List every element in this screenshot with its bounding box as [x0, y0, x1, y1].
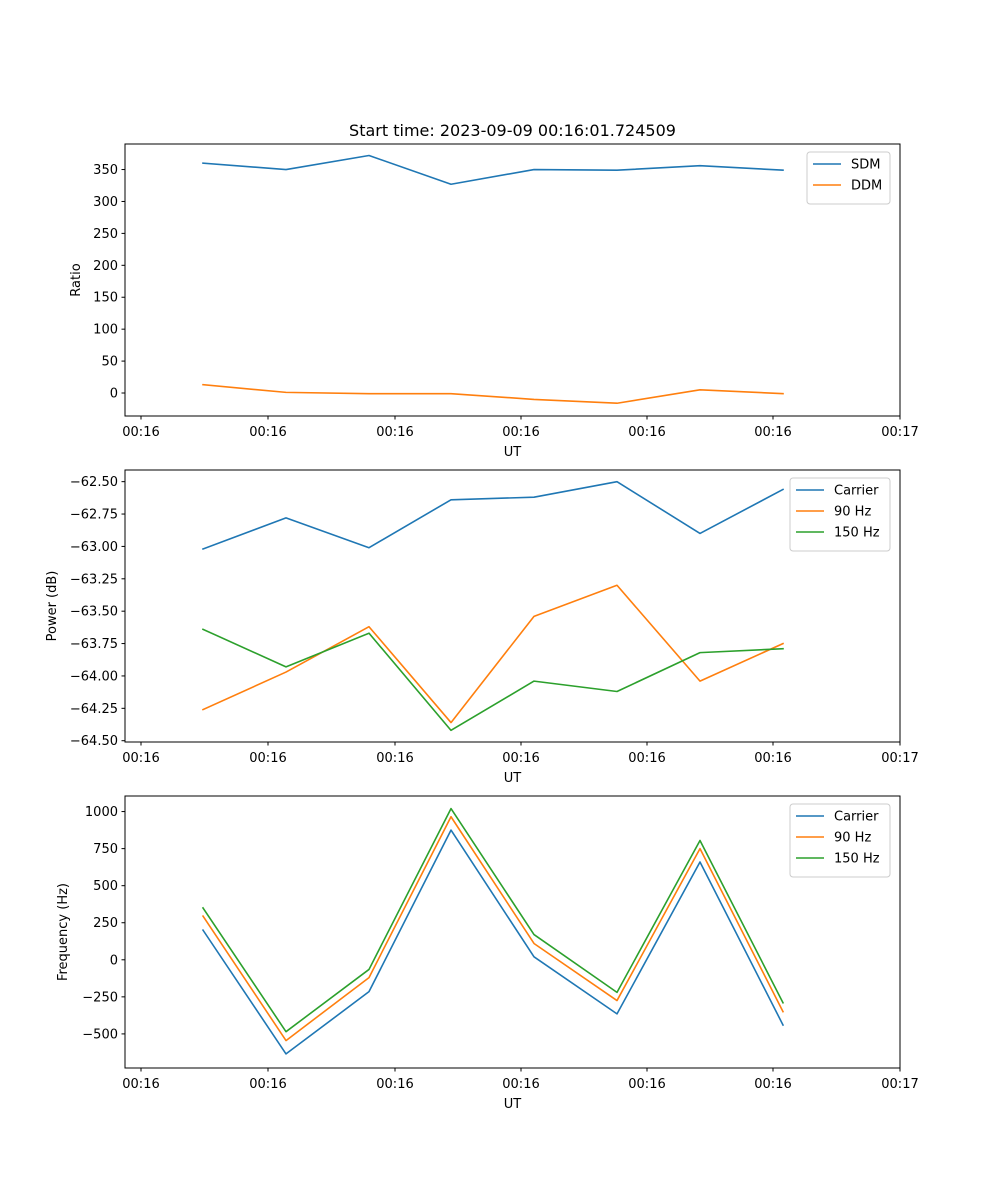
ratio-ytick-label: 100 [93, 323, 118, 338]
power-ytick-label: −64.50 [70, 734, 118, 749]
power-ylabel: Power (dB) [45, 571, 60, 642]
power-legend-label: Carrier [834, 484, 879, 499]
ratio-ytick-label: 50 [101, 355, 118, 370]
ratio-legend [806, 151, 891, 205]
ratio-ytick-label: 300 [93, 195, 118, 210]
frequency-ytick-label: 500 [93, 879, 118, 894]
frequency-xtick-label: 00:16 [122, 1077, 159, 1092]
frequency-ylabel: Frequency (Hz) [56, 883, 71, 981]
power-ytick-label: −62.75 [70, 508, 118, 523]
power-xlabel: UT [504, 771, 522, 786]
ratio-series-sdm [202, 154, 784, 186]
frequency-xtick-label: 00:16 [249, 1077, 286, 1092]
ratio-xtick-label: 00:16 [122, 425, 159, 440]
ratio-ytick-label: 250 [93, 227, 118, 242]
power-ytick-label: −62.50 [70, 475, 118, 490]
frequency-xtick-label: 00:16 [628, 1077, 665, 1092]
ratio-ytick-label: 200 [93, 259, 118, 274]
frequency-xtick-label: 00:16 [376, 1077, 413, 1092]
power-series-150-hz [201, 628, 784, 732]
power-series-90-hz [201, 584, 785, 724]
power-ytick-label: −63.00 [70, 540, 118, 555]
ratio-xtick-label: 00:17 [881, 425, 918, 440]
frequency-xlabel: UT [504, 1097, 522, 1112]
ratio-xtick-label: 00:16 [628, 425, 665, 440]
frequency-ytick-label: 0 [110, 953, 118, 968]
frequency-ytick-label: −250 [82, 990, 118, 1005]
ratio-xtick-label: 00:16 [376, 425, 413, 440]
ratio-xlabel: UT [504, 445, 522, 460]
ratio-ytick-label: 350 [93, 163, 118, 178]
power-ytick-label: −64.25 [70, 702, 118, 717]
ratio-xtick-label: 00:16 [754, 425, 791, 440]
power-ytick-label: −63.25 [70, 572, 118, 587]
ratio-axes-frame [124, 143, 901, 417]
frequency-xtick-label: 00:17 [881, 1077, 918, 1092]
power-ytick-label: −63.50 [70, 605, 118, 620]
power-xtick-label: 00:16 [249, 751, 286, 766]
power-legend-label: 150 Hz [834, 526, 880, 541]
frequency-axes-frame [124, 795, 901, 1069]
frequency-legend-label: Carrier [834, 810, 879, 825]
power-xtick-label: 00:17 [881, 751, 918, 766]
ratio-xtick-label: 00:16 [249, 425, 286, 440]
ratio-ylabel: Ratio [69, 263, 84, 296]
power-xtick-label: 00:16 [754, 751, 791, 766]
frequency-series-90-hz [201, 815, 785, 1042]
power-ytick-label: −64.00 [70, 669, 118, 684]
ratio-panel: 0 50 100 150 200 250 300 350 00:16 00:16 00:16 00:1… [69, 143, 919, 460]
frequency-legend-label: 90 Hz [834, 831, 871, 846]
frequency-xtick-label: 00:16 [502, 1077, 539, 1092]
power-legend-label: 90 Hz [834, 505, 871, 520]
power-panel: −64.50 −64.25 −64.00 −63.75 −63.50 −63.25 −63.… [45, 469, 919, 786]
ratio-legend-label: SDM [851, 158, 880, 173]
power-xtick-label: 00:16 [628, 751, 665, 766]
frequency-legend-label: 150 Hz [834, 852, 880, 867]
power-series-carrier [201, 480, 785, 551]
figure-title: Start time: 2023-09-09 00:16:01.724509 [349, 121, 676, 140]
frequency-series-carrier [201, 829, 785, 1055]
ratio-series-ddm [202, 383, 784, 405]
power-xtick-label: 00:16 [502, 751, 539, 766]
frequency-panel: −500 −250 0 250 500 750 1000 00:16 00:16 00:16 00:… [56, 795, 919, 1112]
ratio-xtick-label: 00:16 [502, 425, 539, 440]
power-xtick-label: 00:16 [122, 751, 159, 766]
frequency-ytick-label: 750 [93, 842, 118, 857]
frequency-series-150-hz [201, 807, 785, 1033]
frequency-ytick-label: −500 [82, 1027, 118, 1042]
ratio-legend-label: DDM [851, 179, 882, 194]
ratio-ytick-label: 150 [93, 291, 118, 306]
ratio-ytick-label: 0 [110, 387, 118, 402]
frequency-ytick-label: 250 [93, 916, 118, 931]
frequency-ytick-label: 1000 [85, 805, 118, 820]
power-xtick-label: 00:16 [376, 751, 413, 766]
power-ytick-label: −63.75 [70, 637, 118, 652]
power-axes-frame [124, 469, 901, 743]
frequency-xtick-label: 00:16 [754, 1077, 791, 1092]
